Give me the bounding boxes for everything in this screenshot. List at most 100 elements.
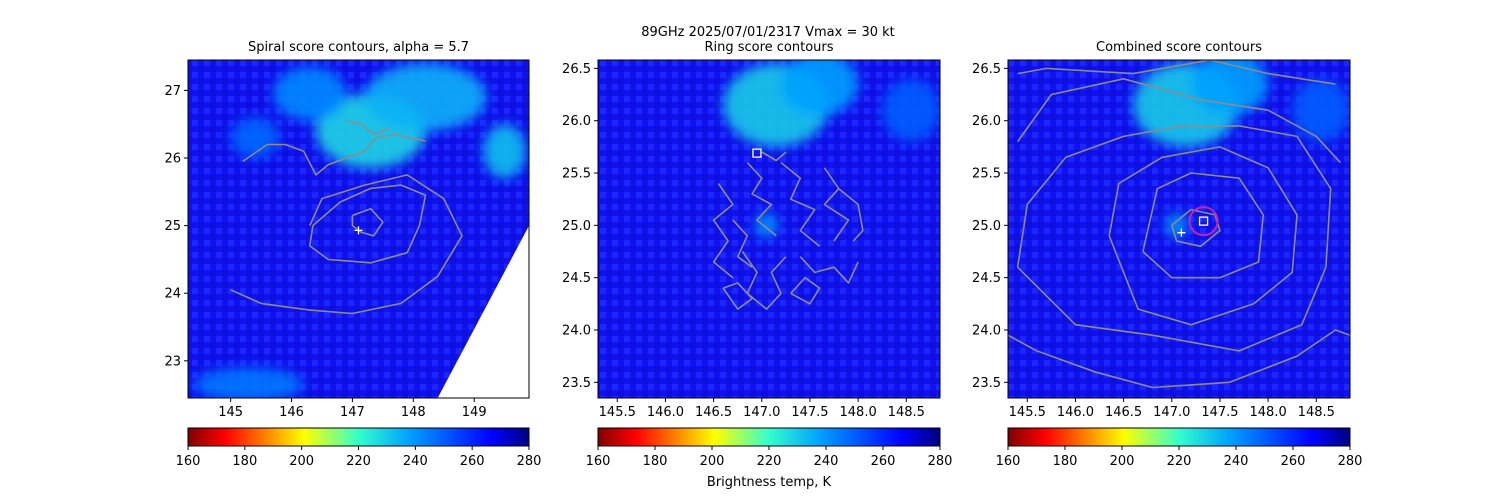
x-tick-label: 148.0 <box>840 405 877 420</box>
x-tick-label: 145 <box>218 405 243 420</box>
colorbar-tick-label: 280 <box>517 454 542 469</box>
colorbar-label: Brightness temp, K <box>707 475 832 490</box>
x-tick-label: 146.5 <box>695 405 732 420</box>
x-tick-label: 148 <box>401 405 426 420</box>
colorbar-tick-label: 240 <box>814 454 839 469</box>
score-contour <box>309 184 427 264</box>
y-tick-label: 27 <box>164 84 181 99</box>
score-contour <box>1016 125 1332 352</box>
colorbar-tick-label: 160 <box>996 454 1021 469</box>
axes-frame <box>597 59 941 399</box>
score-contour <box>1008 329 1350 389</box>
x-tick-label: 147.5 <box>1201 405 1238 420</box>
y-tick-label: 26 <box>164 152 181 167</box>
bright-region <box>882 78 940 142</box>
x-tick-label: 148.0 <box>1250 405 1287 420</box>
y-tick-label: 23 <box>164 354 181 369</box>
colorbar-tick-label: 260 <box>460 454 485 469</box>
bright-region <box>483 124 526 179</box>
score-contour <box>1142 172 1265 279</box>
suptitle: 89GHz 2025/07/01/2317 Vmax = 30 kt <box>641 25 895 40</box>
plot-area <box>598 60 940 398</box>
colorbar-ring: 160 180 200 220 240 260 280 <box>586 427 953 469</box>
score-contour <box>722 282 753 310</box>
bright-region <box>194 367 304 398</box>
x-tick-label: 146 <box>279 405 304 420</box>
colorbar-combined: 160 180 200 220 240 260 280 <box>996 427 1363 469</box>
bright-region <box>781 60 859 116</box>
score-contour <box>780 161 821 247</box>
x-tick-label: 146.0 <box>647 405 684 420</box>
colorbar-tick-label: 180 <box>1053 454 1078 469</box>
y-tick-label: 25.5 <box>562 167 591 182</box>
colorbar-tick-label: 240 <box>403 454 428 469</box>
x-tick-label: 147.0 <box>743 405 780 420</box>
axes-frame <box>1007 59 1351 399</box>
y-tick-label: 25 <box>164 219 181 234</box>
y-tick-label: 23.5 <box>972 376 1001 391</box>
colorbar-tick-label: 200 <box>700 454 725 469</box>
y-tick-label: 24.5 <box>972 271 1001 286</box>
score-contour <box>1016 78 1341 164</box>
score-contour <box>732 219 753 268</box>
y-tick-label: 26.0 <box>562 114 591 129</box>
center-plus-marker <box>354 226 363 235</box>
score-contour <box>761 151 787 162</box>
x-tick-label: 146.5 <box>1105 405 1142 420</box>
square-marker <box>1198 216 1209 226</box>
y-tick-label: 24.0 <box>972 323 1001 338</box>
bright-region <box>364 63 487 131</box>
colorbar-gradient <box>597 427 941 447</box>
score-contour <box>823 167 850 242</box>
score-contour <box>351 207 384 237</box>
axes-frame <box>187 59 530 399</box>
score-contour <box>346 120 390 136</box>
center-plus-marker <box>1177 228 1186 237</box>
bright-region <box>273 66 347 121</box>
square-marker <box>752 148 762 158</box>
y-tick-label: 24 <box>164 287 181 302</box>
score-contour <box>1108 146 1298 326</box>
y-tick-label: 24.5 <box>562 271 591 286</box>
plot-area <box>1008 60 1350 398</box>
x-tick-label: 145.5 <box>599 405 636 420</box>
colorbar-spiral: 160 180 200 220 240 260 280 <box>176 427 542 469</box>
y-tick-label: 26.5 <box>562 62 591 77</box>
bright-region <box>230 117 280 159</box>
score-contour <box>1017 60 1336 85</box>
colorbar-tick-label: 180 <box>643 454 668 469</box>
score-contour <box>746 162 777 237</box>
x-tick-label: 147 <box>340 405 365 420</box>
circle-marker <box>1188 206 1219 237</box>
y-tick-label: 25.5 <box>972 167 1001 182</box>
y-tick-label: 25.0 <box>972 219 1001 234</box>
bright-region <box>1292 78 1350 142</box>
colorbar-tick-label: 220 <box>346 454 371 469</box>
bright-region <box>1165 212 1189 238</box>
y-tick-label: 25.0 <box>562 219 591 234</box>
colorbar-tick-label: 280 <box>928 454 953 469</box>
spiral-panel: Spiral score contours, alpha = 5.7 145 146… <box>164 40 530 420</box>
score-contour <box>712 183 734 279</box>
y-tick-label: 26.0 <box>972 114 1001 129</box>
score-contour <box>741 251 787 310</box>
colorbar-gradient <box>1007 427 1351 447</box>
panel-title: Spiral score contours, alpha = 5.7 <box>248 40 469 55</box>
colorbar-tick-label: 220 <box>1167 454 1192 469</box>
colorbar-tick-label: 280 <box>1338 454 1363 469</box>
colorbar-tick-label: 260 <box>871 454 896 469</box>
colorbar-tick-label: 220 <box>757 454 782 469</box>
x-tick-label: 148.5 <box>888 405 925 420</box>
x-tick-label: 146.0 <box>1057 405 1094 420</box>
score-contour <box>1171 208 1221 248</box>
bright-region <box>755 212 779 238</box>
colorbar-gradient <box>187 427 530 447</box>
colorbar-tick-label: 200 <box>1110 454 1135 469</box>
colorbar-tick-label: 180 <box>232 454 257 469</box>
x-tick-label: 147.5 <box>791 405 828 420</box>
y-tick-label: 24.0 <box>562 323 591 338</box>
score-contour <box>790 276 821 305</box>
x-tick-label: 147.0 <box>1153 405 1190 420</box>
missing-data-region <box>437 225 529 398</box>
